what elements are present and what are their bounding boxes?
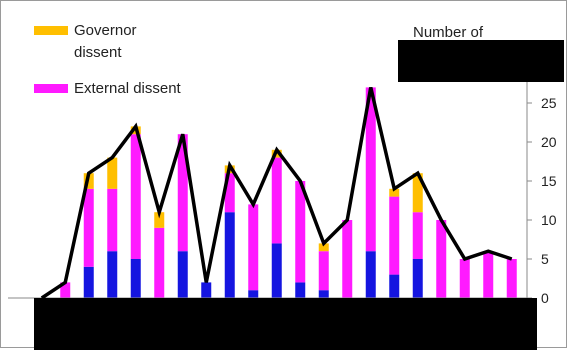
- bar-segment-s0-10: [271, 243, 282, 298]
- y-axis-title: Number of: [413, 24, 484, 41]
- bar-segment-s0-11: [295, 282, 306, 298]
- legend-label-external: External dissent: [74, 80, 181, 97]
- bar-segment-s0-2: [83, 266, 94, 298]
- bar-segment-s1-8: [224, 173, 235, 213]
- bar-segment-s0-14: [365, 251, 376, 298]
- bar-segment-s0-4: [130, 259, 141, 298]
- bar-segment-s0-15: [389, 274, 400, 298]
- legend-swatch-governor: [34, 26, 68, 35]
- bar-segment-s1-20: [506, 259, 517, 298]
- redaction-block-bottom: [34, 298, 537, 350]
- bar-segment-s1-9: [248, 204, 259, 291]
- bar-segment-s1-6: [177, 134, 188, 252]
- y-tick-label-10: 10: [541, 212, 557, 228]
- bar-segment-s1-13: [342, 220, 353, 298]
- bar-segment-s1-11: [295, 181, 306, 283]
- bar-segment-s1-3: [107, 188, 118, 252]
- bar-segment-s0-7: [201, 282, 212, 298]
- bar-segment-s0-12: [318, 290, 329, 298]
- bar-segment-s0-6: [177, 251, 188, 298]
- y-tick-label-15: 15: [541, 173, 557, 189]
- bar-segment-s2-12: [318, 243, 329, 252]
- bar-segment-s2-5: [154, 212, 165, 228]
- bar-segment-s0-16: [412, 259, 423, 298]
- bar-segment-s1-2: [83, 188, 94, 267]
- bar-segment-s1-10: [271, 157, 282, 244]
- bar-segment-s1-12: [318, 251, 329, 291]
- legend-swatch-external: [34, 84, 68, 93]
- bar-segment-s0-9: [248, 290, 259, 298]
- bar-segment-s1-17: [436, 220, 447, 298]
- redaction-block-top: [398, 40, 564, 82]
- y-tick-label-20: 20: [541, 134, 557, 150]
- y-tick-label-5: 5: [541, 251, 549, 267]
- y-tick-label-0: 0: [541, 290, 549, 306]
- bar-segment-s1-19: [483, 251, 494, 298]
- bar-segment-s1-5: [154, 227, 165, 298]
- bar-segment-s0-3: [107, 251, 118, 298]
- bar-segment-s1-15: [389, 196, 400, 275]
- y-tick-label-25: 25: [541, 95, 557, 111]
- bar-segment-s1-4: [130, 134, 141, 259]
- bar-segment-s2-16: [412, 173, 423, 213]
- bar-segment-s1-14: [365, 87, 376, 252]
- bar-segment-s1-16: [412, 212, 423, 259]
- bar-segment-s1-18: [459, 259, 470, 298]
- series-line-0: [40, 87, 513, 300]
- bar-segment-s2-3: [107, 157, 118, 189]
- bar-segment-s0-8: [224, 212, 235, 298]
- bar-segment-s1-1: [60, 282, 71, 298]
- bar-segment-s2-15: [389, 188, 400, 197]
- legend-label-governor: Governor dissent: [74, 22, 137, 61]
